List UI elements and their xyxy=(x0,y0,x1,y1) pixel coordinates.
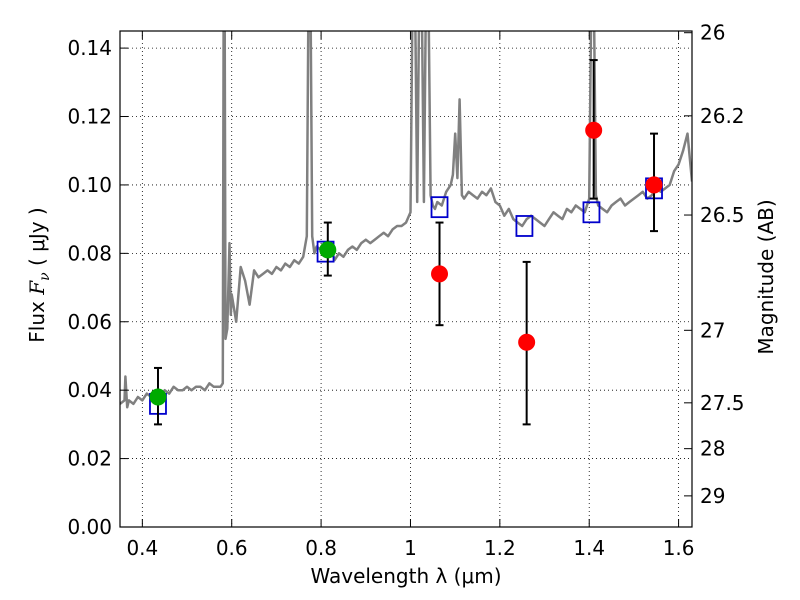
y-axis-label-prefix: Flux xyxy=(25,295,49,343)
mag-tick-label: 26.5 xyxy=(700,203,745,227)
observed-flux-point xyxy=(149,388,167,406)
x-tick-label: 0.4 xyxy=(126,536,158,560)
x-axis-label: Wavelength λ (μm) xyxy=(310,564,501,588)
mag-tick-label: 26.2 xyxy=(700,104,745,128)
x-tick-label: 1.4 xyxy=(573,536,605,560)
mag-tick-label: 29 xyxy=(700,484,725,508)
x-tick-label: 0.6 xyxy=(216,536,248,560)
axes: 0.4 0.6 0.8 1 1.2 1.4 1.6 0.00 0.02 0.04 0.06 0.08 0… xyxy=(67,21,744,560)
spectrum-line xyxy=(120,31,692,409)
y-tick-label: 0.02 xyxy=(67,447,112,471)
y-axis-label-symbol: F xyxy=(25,280,49,296)
model-flux-marker xyxy=(430,196,449,219)
observed-flux-point xyxy=(518,333,536,351)
observed-flux-point xyxy=(645,176,663,194)
y-tick-label: 0.14 xyxy=(67,36,112,60)
y-axis-label: Flux Fν ( μJy ) xyxy=(25,207,53,342)
x-tick-label: 1.2 xyxy=(484,536,516,560)
y-axis-label-suffix: ( μJy ) xyxy=(25,207,49,272)
y-tick-label: 0.06 xyxy=(67,310,112,334)
observed-flux-point xyxy=(585,121,603,139)
observed-flux-point xyxy=(431,265,449,283)
model-flux-marker xyxy=(515,215,534,237)
y-axis-label-subscript: ν xyxy=(37,272,53,281)
x-tick-label: 0.8 xyxy=(305,536,337,560)
plot-frame xyxy=(119,30,693,528)
x-tick-label: 1 xyxy=(404,536,417,560)
y-tick-label: 0.10 xyxy=(67,173,112,197)
mag-tick-label: 26 xyxy=(700,21,725,45)
y-tick-label: 0.08 xyxy=(67,241,112,265)
y-tick-label: 0.12 xyxy=(67,105,112,129)
plot-data xyxy=(120,31,692,426)
model-flux-marker xyxy=(582,201,601,224)
mag-tick-label: 27 xyxy=(700,318,725,342)
mag-tick-label: 27.5 xyxy=(700,391,745,415)
mag-tick-label: 28 xyxy=(700,437,725,461)
x-tick-label: 1.6 xyxy=(663,536,695,560)
y-tick-label: 0.00 xyxy=(67,515,112,539)
observed-flux-point xyxy=(319,241,337,259)
y-tick-label: 0.04 xyxy=(67,378,112,402)
y2-axis-label: Magnitude (AB) xyxy=(754,199,778,354)
